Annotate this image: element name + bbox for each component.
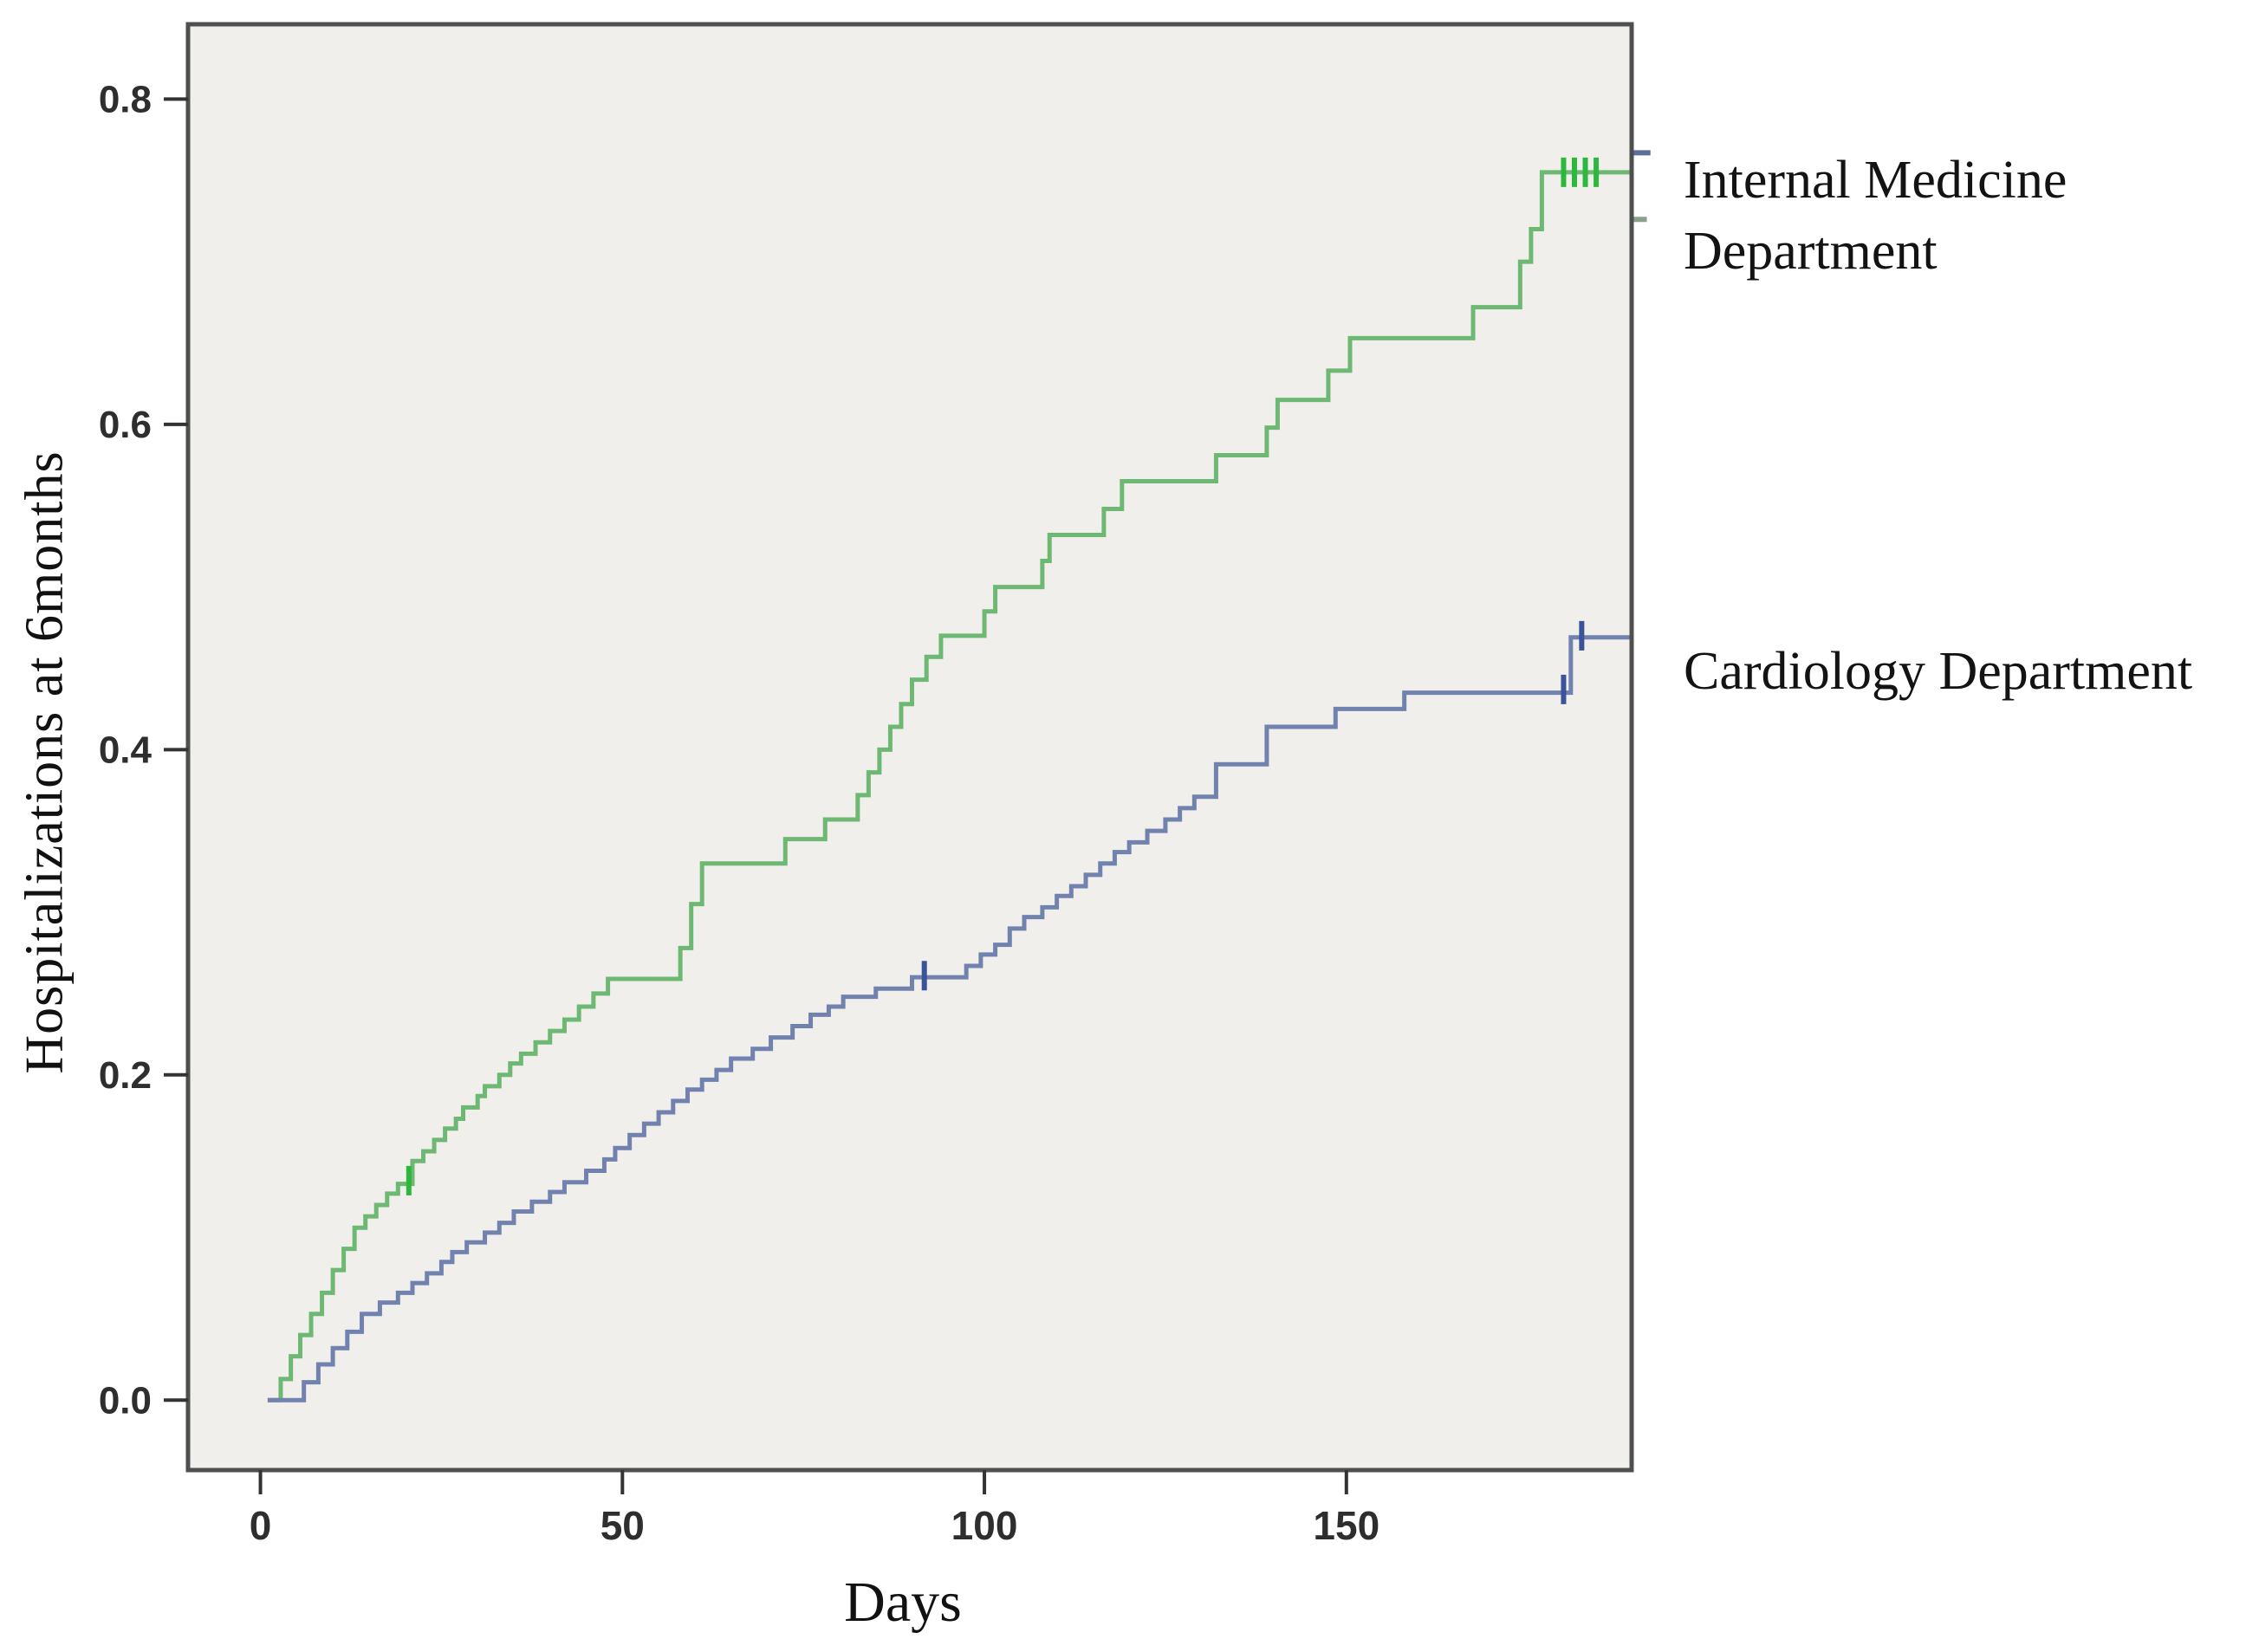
km-curve-internal-medicine [267,170,1632,1403]
y-axis-title: Hospitalizations at 6months [15,450,75,1074]
plot-frame [185,22,1634,1473]
y-tick-label: 0.0 [99,1379,152,1422]
y-tick-label: 0.4 [99,729,153,771]
legend-internal-medicine-line2: Department [1684,221,1938,281]
y-tick-label: 0.8 [99,78,152,120]
legend-cardiology-department: Cardiology Department [1684,642,2193,701]
legend-internal-medicine-department: Internal Medicine Department [1684,146,2067,288]
plot-background [188,24,1632,1470]
y-tick-label: 0.6 [99,404,152,446]
x-tick-label: 100 [951,1503,1018,1548]
x-axis-title: Days [844,1571,962,1634]
x-tick-label: 0 [250,1503,272,1548]
legend-internal-medicine-line1: Internal Medicine [1684,151,2067,210]
y-tick-label: 0.2 [99,1054,152,1097]
km-curve-cardiology [267,635,1632,1403]
x-tick-label: 50 [600,1503,645,1548]
x-tick-label: 150 [1313,1503,1379,1548]
